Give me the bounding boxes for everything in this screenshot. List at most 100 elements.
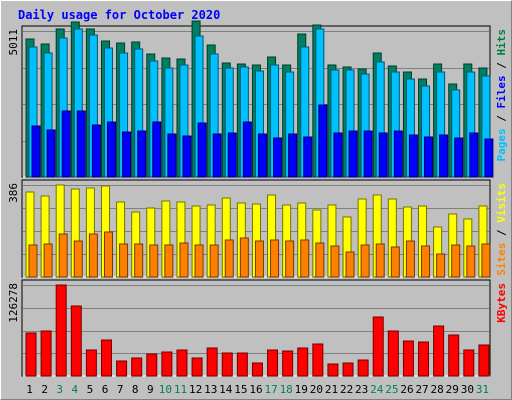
bar-pages-day-28: [439, 134, 449, 178]
bar-kbytes-day-25: [387, 330, 399, 377]
x-tick-label-day-25: 25: [385, 383, 398, 396]
legend-entry-1: Pages: [495, 128, 508, 161]
bar-pages-day-29: [454, 137, 464, 178]
bar-sites-day-15: [239, 237, 249, 278]
bar-sites-day-14: [224, 239, 234, 278]
bar-pages-day-15: [242, 121, 252, 178]
x-tick-label-day-21: 21: [325, 383, 338, 396]
x-tick-label-day-8: 8: [132, 383, 139, 396]
bar-pages-day-1: [31, 125, 41, 178]
x-tick-label-day-5: 5: [87, 383, 94, 396]
bar-sites-day-31: [481, 243, 491, 278]
legend-entry-3: Files: [495, 75, 508, 108]
x-tick-label-day-1: 1: [26, 383, 33, 396]
bar-kbytes-day-5: [85, 349, 97, 377]
bar-sites-day-22: [345, 251, 355, 278]
x-tick-label-day-14: 14: [219, 383, 233, 396]
bar-sites-day-3: [58, 233, 68, 278]
x-tick-label-day-29: 29: [446, 383, 459, 396]
bar-kbytes-day-21: [327, 363, 339, 377]
bar-kbytes-day-20: [312, 343, 324, 377]
x-tick-label-day-13: 13: [204, 383, 217, 396]
bar-sites-day-13: [209, 244, 219, 278]
bar-pages-day-7: [122, 131, 132, 178]
bar-sites-day-26: [405, 240, 415, 278]
bar-sites-day-2: [43, 243, 53, 278]
bar-sites-day-1: [28, 244, 38, 278]
chart-panel-3: 126278 KBytes: [7, 279, 508, 377]
bar-pages-day-17: [273, 137, 283, 178]
bar-sites-day-18: [285, 240, 295, 278]
x-tick-label-day-18: 18: [280, 383, 293, 396]
bar-kbytes-day-30: [463, 349, 475, 377]
bar-sites-day-10: [164, 244, 174, 278]
x-tick-label-day-26: 26: [400, 383, 413, 396]
bar-sites-day-29: [451, 244, 461, 278]
legend-panel-2: Sites / Visits: [495, 183, 508, 276]
legend-panel-1: Pages / Files / Hits: [495, 29, 508, 162]
bar-pages-day-10: [167, 133, 177, 178]
bar-pages-day-25: [393, 130, 403, 178]
bar-kbytes-day-15: [236, 352, 248, 377]
x-tick-label-day-17: 17: [264, 383, 277, 396]
legend-entry-5: Hits: [495, 29, 508, 56]
bar-pages-day-14: [227, 132, 237, 178]
bar-pages-day-18: [288, 133, 298, 178]
bar-sites-day-12: [194, 244, 204, 278]
x-tick-label-day-3: 3: [56, 383, 63, 396]
bar-kbytes-day-27: [418, 341, 430, 377]
bar-kbytes-day-22: [342, 362, 354, 377]
legend-panel-3: KBytes: [495, 283, 508, 323]
bar-pages-day-16: [257, 133, 267, 178]
bar-kbytes-day-29: [448, 334, 460, 377]
bar-sites-day-24: [375, 243, 385, 278]
bar-pages-day-6: [106, 121, 116, 178]
bar-sites-day-28: [436, 253, 446, 278]
x-tick-label-day-30: 30: [461, 383, 474, 396]
bar-pages-day-30: [469, 132, 479, 178]
bar-pages-day-8: [137, 130, 147, 178]
bar-sites-day-9: [149, 244, 159, 278]
bar-kbytes-day-7: [116, 360, 128, 377]
chart-title: Daily usage for October 2020: [18, 8, 220, 22]
x-tick-label-day-7: 7: [117, 383, 124, 396]
bar-pages-day-31: [484, 138, 494, 178]
bar-sites-day-11: [179, 242, 189, 278]
bar-pages-day-20: [318, 104, 328, 178]
bar-kbytes-day-19: [297, 347, 309, 377]
x-tick-label-day-10: 10: [159, 383, 172, 396]
legend-entry-2: /: [495, 109, 508, 129]
bar-kbytes-day-28: [433, 325, 445, 377]
legend-entry-3: Visits: [495, 183, 508, 223]
x-tick-label-day-2: 2: [41, 383, 48, 396]
bar-kbytes-day-17: [267, 349, 279, 377]
bar-pages-day-27: [424, 136, 434, 178]
legend-entry-1: KBytes: [495, 283, 508, 323]
legend-entry-4: /: [495, 56, 508, 76]
x-tick-label-day-11: 11: [174, 383, 187, 396]
bar-kbytes-day-3: [55, 284, 67, 377]
bar-kbytes-day-1: [25, 332, 37, 377]
bar-sites-day-20: [315, 242, 325, 278]
y-axis-max-label: 5011: [7, 29, 20, 56]
x-tick-label-day-15: 15: [234, 383, 247, 396]
bar-pages-day-21: [333, 132, 343, 178]
bar-kbytes-day-2: [40, 330, 52, 377]
bar-sites-day-5: [88, 233, 98, 278]
bar-sites-day-17: [270, 239, 280, 278]
bar-kbytes-day-6: [100, 339, 112, 377]
bar-sites-day-19: [300, 239, 310, 278]
bar-sites-day-7: [119, 243, 129, 278]
bar-pages-day-23: [363, 130, 373, 178]
bar-sites-day-27: [421, 245, 431, 278]
bar-sites-day-16: [254, 240, 264, 278]
bar-pages-day-5: [91, 124, 101, 178]
x-tick-label-day-24: 24: [370, 383, 384, 396]
bar-pages-day-11: [182, 135, 192, 178]
bar-pages-day-22: [348, 130, 358, 178]
bar-kbytes-day-8: [131, 357, 143, 377]
x-tick-label-day-6: 6: [102, 383, 109, 396]
y-axis-max-label: 386: [7, 183, 20, 203]
bar-kbytes-day-10: [161, 351, 173, 377]
bar-kbytes-day-13: [206, 347, 218, 377]
